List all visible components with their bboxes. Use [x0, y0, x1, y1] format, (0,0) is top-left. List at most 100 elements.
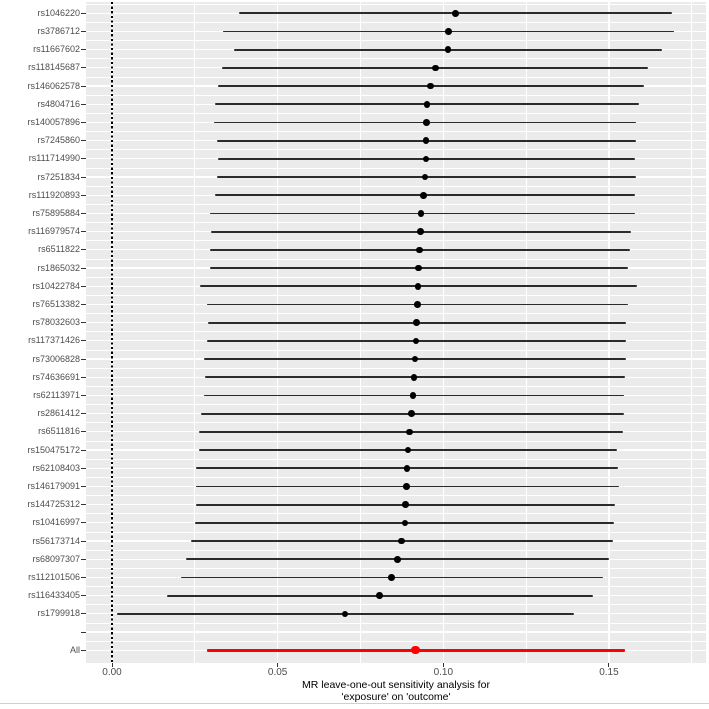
y-tick [81, 12, 86, 14]
estimate-dot [388, 574, 395, 581]
snp-label: rs62108403 [32, 462, 80, 473]
y-tick [81, 395, 86, 396]
y-tick [81, 449, 86, 451]
y-tick [81, 577, 86, 578]
estimate-dot [403, 464, 411, 472]
estimate-dot [410, 373, 418, 381]
gridline-y-minor [86, 604, 706, 606]
gridline-y-minor [86, 331, 706, 333]
gridline-y-minor [86, 185, 706, 187]
gridline-y-minor [86, 295, 706, 296]
gridline-y-minor [86, 258, 706, 260]
x-tick-label: 0.00 [102, 667, 122, 678]
x-tick-label: 0.10 [433, 667, 454, 678]
estimate-dot [416, 246, 423, 254]
gridline-y-minor [86, 22, 706, 23]
y-tick [81, 376, 86, 378]
y-tick [81, 176, 86, 178]
gridline-y-minor [86, 568, 706, 569]
gridline-y-minor [86, 440, 706, 442]
estimate-dot [422, 137, 430, 144]
gridline-y-minor [86, 458, 706, 460]
gridline-y-minor [86, 240, 706, 242]
snp-label: rs140057896 [27, 117, 80, 127]
x-axis-title-line2: 'exposure' on 'outcome' [341, 690, 451, 703]
snp-label: rs7245860 [37, 135, 80, 146]
gridline-y-minor [86, 349, 706, 351]
gridline-x-major [442, 2, 444, 663]
snp-label: rs11667602 [33, 44, 80, 55]
estimate-dot [411, 355, 419, 363]
gridline-y-minor [86, 367, 706, 369]
gridline-y-minor [86, 422, 706, 424]
y-tick [81, 140, 86, 142]
x-tick-label: 0.15 [599, 667, 619, 678]
gridline-y-minor [86, 622, 706, 624]
estimate-dot [414, 282, 422, 290]
gridline-y-minor [86, 167, 706, 169]
estimate-dot [402, 501, 409, 508]
gridline-y-minor [86, 531, 706, 533]
y-tick [81, 158, 86, 160]
y-tick [81, 413, 86, 415]
y-tick [81, 267, 86, 269]
estimate-dot [341, 610, 349, 618]
snp-label: rs62113971 [33, 390, 80, 400]
x-axis-title: MR leave-one-out sensitivity analysis fo… [86, 679, 706, 703]
snp-label: rs56173714 [32, 535, 80, 546]
y-tick [81, 194, 86, 196]
gridline-y-major [86, 631, 706, 633]
y-tick [81, 103, 86, 105]
gridline-y-minor [86, 586, 706, 587]
gridline-y-minor [86, 76, 706, 78]
estimate-dot [398, 537, 405, 545]
y-tick [81, 631, 86, 633]
estimate-dot [393, 555, 401, 563]
snp-label: rs111714990 [28, 153, 80, 164]
y-tick [81, 249, 86, 251]
snp-label: rs6511816 [38, 426, 80, 437]
y-tick [81, 49, 86, 51]
gridline-y-minor [86, 386, 706, 387]
figure-bottom-border [0, 703, 709, 704]
gridline-y-minor [86, 40, 706, 41]
x-axis-title-line1: MR leave-one-out sensitivity analysis fo… [302, 679, 490, 691]
gridline-y-minor [86, 513, 706, 515]
x-tick [277, 663, 279, 667]
estimate-dot [444, 46, 452, 53]
snp-label: rs118145687 [28, 62, 80, 73]
gridline-y-minor [86, 549, 706, 551]
estimate-dot [423, 119, 430, 126]
gridline-y-minor [86, 640, 706, 642]
snp-label: rs1046220 [37, 7, 80, 18]
y-tick [81, 213, 86, 214]
y-tick [81, 522, 86, 524]
snp-label: rs73006828 [32, 353, 80, 364]
x-tick [111, 663, 113, 667]
all-label: All [69, 644, 80, 655]
snp-label: rs117371426 [28, 335, 80, 346]
y-tick [81, 85, 86, 87]
gridline-y-minor [86, 404, 706, 405]
estimate-dot [421, 173, 429, 181]
gridline-y-minor [86, 222, 706, 223]
gridline-y-minor [86, 131, 706, 132]
y-tick [81, 486, 86, 487]
estimate-dot [403, 483, 410, 490]
x-tick [442, 663, 444, 667]
gridline-y-minor [86, 204, 706, 205]
estimate-dot [417, 210, 425, 217]
snp-label: rs144725312 [27, 499, 80, 510]
x-tick [608, 663, 610, 667]
snp-label: rs6511822 [38, 244, 80, 255]
snp-label: rs7251834 [37, 171, 80, 182]
snp-label: rs2861412 [37, 408, 80, 419]
gridline-x-minor [691, 2, 693, 663]
estimate-dot [420, 191, 428, 199]
snp-label: rs10422784 [32, 280, 80, 291]
estimate-dot [451, 9, 459, 17]
estimate-dot [422, 155, 430, 163]
gridline-y-minor [86, 3, 706, 5]
y-tick [81, 431, 86, 433]
